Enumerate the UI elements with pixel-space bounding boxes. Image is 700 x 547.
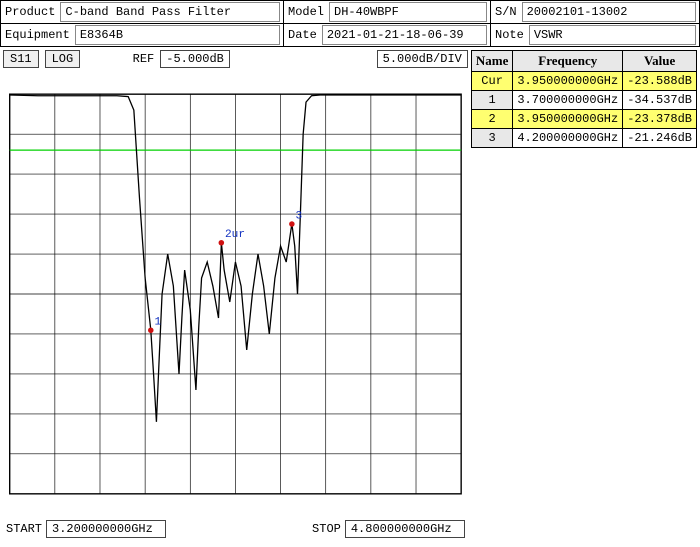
product-value: C-band Band Pass Filter <box>60 2 280 22</box>
marker-table-panel: Name Frequency Value Cur3.950000000GHz-2… <box>471 47 700 541</box>
row-name: 2 <box>471 110 513 129</box>
main-area: S11 LOG REF -5.000dB 5.000dB/DIV 1 2ur 3 S… <box>0 47 700 541</box>
col-value: Value <box>623 51 697 72</box>
row-name: 1 <box>471 91 513 110</box>
plot-area: 1 2ur 3 <box>6 71 465 517</box>
sn-value: 20002101-13002 <box>522 2 696 22</box>
table-row[interactable]: 13.700000000GHz-34.537dB <box>471 91 696 110</box>
row-value: -23.588dB <box>623 72 697 91</box>
row-value: -34.537dB <box>623 91 697 110</box>
start-label: START <box>6 522 42 536</box>
start-value: 3.200000000GHz <box>46 520 166 538</box>
product-label: Product <box>1 3 59 21</box>
table-row[interactable]: 34.200000000GHz-21.246dB <box>471 129 696 148</box>
model-label: Model <box>284 3 328 21</box>
row-name: 3 <box>471 129 513 148</box>
chart-footer: START 3.200000000GHz STOP 4.800000000GHz <box>0 517 471 541</box>
s11-button[interactable]: S11 <box>3 50 39 68</box>
ref-label: REF <box>133 52 155 66</box>
chart-toolbar: S11 LOG REF -5.000dB 5.000dB/DIV <box>0 47 471 71</box>
svg-text:1: 1 <box>154 317 161 329</box>
table-row[interactable]: 23.950000000GHz-23.378dB <box>471 110 696 129</box>
row-value: -21.246dB <box>623 129 697 148</box>
date-label: Date <box>284 26 321 44</box>
ref-value: -5.000dB <box>160 50 230 68</box>
row-name: Cur <box>471 72 513 91</box>
chart-panel: S11 LOG REF -5.000dB 5.000dB/DIV 1 2ur 3 S… <box>0 47 471 541</box>
log-button[interactable]: LOG <box>45 50 81 68</box>
svg-text:3: 3 <box>296 210 303 222</box>
row-freq: 4.200000000GHz <box>513 129 623 148</box>
div-value: 5.000dB/DIV <box>377 50 468 68</box>
table-row[interactable]: Cur3.950000000GHz-23.588dB <box>471 72 696 91</box>
row-freq: 3.950000000GHz <box>513 110 623 129</box>
row-freq: 3.700000000GHz <box>513 91 623 110</box>
date-value: 2021-01-21-18-06-39 <box>322 25 487 45</box>
note-label: Note <box>491 26 528 44</box>
sn-label: S/N <box>491 3 521 21</box>
stop-label: STOP <box>312 522 341 536</box>
model-value: DH-40WBPF <box>329 2 487 22</box>
header-panel: Product C-band Band Pass Filter Model DH… <box>0 0 700 47</box>
row-freq: 3.950000000GHz <box>513 72 623 91</box>
equipment-label: Equipment <box>1 26 74 44</box>
col-name: Name <box>471 51 513 72</box>
equipment-value: E8364B <box>75 25 280 45</box>
note-value: VSWR <box>529 25 696 45</box>
col-freq: Frequency <box>513 51 623 72</box>
marker-table: Name Frequency Value Cur3.950000000GHz-2… <box>471 50 697 148</box>
plot-svg: 1 2ur 3 <box>6 71 465 517</box>
stop-value: 4.800000000GHz <box>345 520 465 538</box>
svg-text:2ur: 2ur <box>225 229 245 241</box>
row-value: -23.378dB <box>623 110 697 129</box>
